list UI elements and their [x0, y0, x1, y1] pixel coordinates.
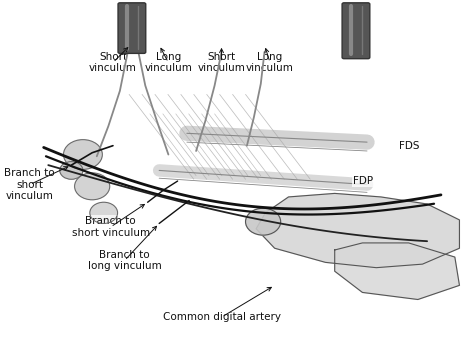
Text: Short
vinculum: Short vinculum	[89, 52, 137, 73]
Circle shape	[60, 162, 83, 179]
Text: Branch to
short
vinculum: Branch to short vinculum	[4, 168, 55, 201]
Circle shape	[90, 202, 118, 223]
Text: Long
vinculum: Long vinculum	[145, 52, 192, 73]
Text: Short
vinculum: Short vinculum	[198, 52, 246, 73]
Text: Branch to
short vinculum: Branch to short vinculum	[72, 216, 150, 238]
Polygon shape	[256, 193, 459, 268]
Circle shape	[246, 208, 281, 235]
Text: Branch to
long vinculum: Branch to long vinculum	[88, 250, 161, 272]
FancyBboxPatch shape	[342, 3, 370, 59]
FancyBboxPatch shape	[118, 3, 146, 53]
Text: FDS: FDS	[400, 141, 420, 151]
Circle shape	[64, 140, 102, 169]
Polygon shape	[335, 243, 459, 300]
Circle shape	[74, 173, 109, 200]
Text: Common digital artery: Common digital artery	[163, 312, 281, 322]
Text: FDP: FDP	[353, 176, 374, 186]
Text: Long
vinculum: Long vinculum	[246, 52, 294, 73]
